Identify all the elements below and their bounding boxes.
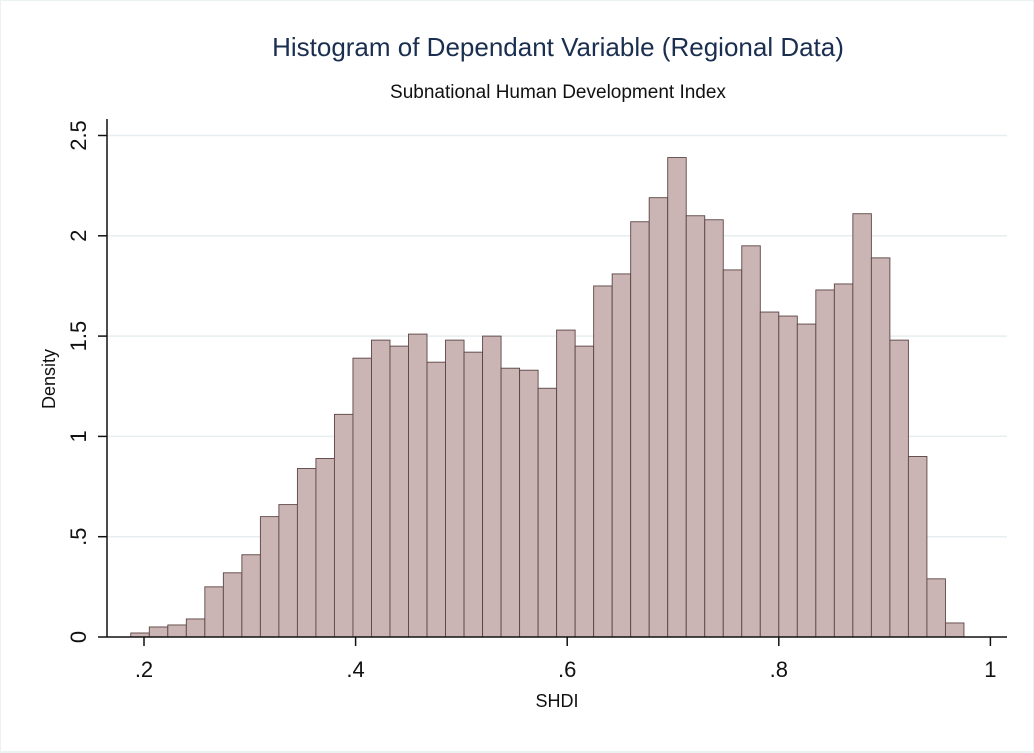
histogram-bar [630,221,650,638]
histogram-bar [593,285,613,638]
x-tick-label: .6 [558,657,576,682]
histogram-bar [148,626,169,638]
histogram-bar [500,367,521,638]
y-tick-label: 0 [66,631,91,643]
histogram-bar [870,257,891,638]
histogram-bar [408,333,428,638]
histogram-bar [889,339,909,638]
histogram-bar [167,624,187,638]
chart-subtitle: Subnational Human Development Index [390,82,726,103]
histogram-bar [389,345,409,638]
histogram-bar [815,289,835,638]
y-tick-label: 2.5 [66,120,91,151]
histogram-bar [296,468,317,638]
histogram-bar [556,329,576,638]
histogram-bar [352,357,372,638]
axes [106,119,1007,638]
histogram-bar [722,269,743,638]
y-tick-label: 1 [66,430,91,442]
histogram-bar [648,197,669,638]
histogram-bar [333,413,354,638]
histogram-bar [833,283,854,638]
y-axis-label: Density [39,349,59,409]
histogram-bar [482,335,502,638]
histogram-bar [445,339,465,638]
chart-title: Histogram of Dependant Variable (Regiona… [272,32,844,62]
histogram-bar [259,516,280,638]
histogram-bar [574,345,595,638]
y-tick-label: .5 [66,528,91,546]
histogram-bar [704,219,724,638]
histogram-bar [519,369,539,638]
histogram-bar [315,458,335,638]
histogram-bar [685,215,706,638]
histogram-bar [371,339,391,638]
histogram-bar [222,572,243,638]
tick-marks: .2 .4 .6 .8 1 0 .5 1 1.5 2 2.5 [66,120,997,682]
histogram-bar [667,157,687,638]
x-axis-label: SHDI [535,691,578,711]
y-tick-label: 2 [66,230,91,242]
histogram-bar [907,456,928,638]
y-tick-label: 1.5 [66,321,91,352]
histogram-bar [204,586,224,638]
histogram-bar [778,315,798,638]
histogram-bar [926,578,946,638]
histogram-bar [852,213,872,638]
histogram-bar [741,245,761,638]
histogram-bar [426,361,446,638]
histogram-bars [130,157,965,638]
histogram-bar [537,387,558,638]
histogram-bar [944,622,965,638]
histogram-bar [278,504,298,638]
histogram-bar [463,351,484,638]
x-tick-label: .2 [135,657,153,682]
histogram-bar [241,554,261,638]
x-tick-label: 1 [984,657,996,682]
histogram-bar [611,273,632,638]
x-tick-label: .4 [346,657,364,682]
histogram-bar [185,618,206,638]
x-tick-label: .8 [770,657,788,682]
histogram-bar [759,311,780,638]
histogram-bar [796,323,817,638]
